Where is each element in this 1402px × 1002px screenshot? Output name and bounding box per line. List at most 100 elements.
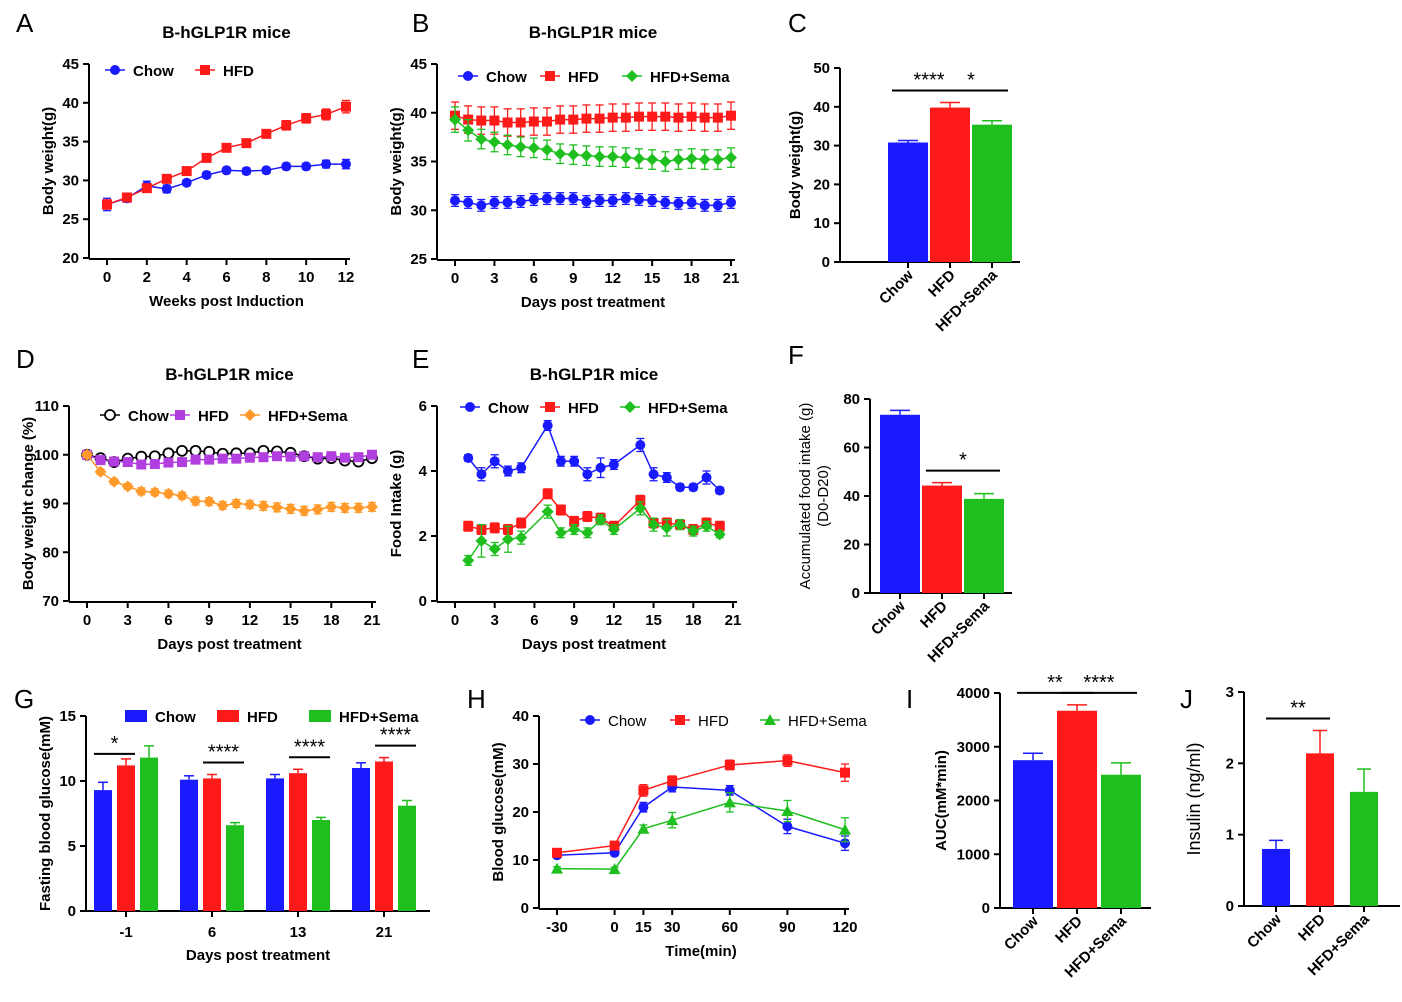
legend-label: HFD bbox=[698, 713, 729, 730]
data-point bbox=[272, 451, 282, 462]
data-point bbox=[502, 466, 513, 476]
data-point bbox=[638, 785, 649, 796]
panel-letter-b: B bbox=[412, 8, 429, 38]
bar-hfd-sema bbox=[398, 805, 416, 911]
legend-marker bbox=[465, 402, 475, 412]
data-point bbox=[176, 489, 188, 502]
data-point bbox=[203, 495, 216, 508]
data-point bbox=[231, 453, 242, 464]
y-tick-label: 30 bbox=[512, 756, 529, 773]
series-line bbox=[454, 118, 732, 163]
significance-label: **** bbox=[208, 742, 239, 764]
legend-item: Chow bbox=[580, 713, 647, 730]
data-point bbox=[102, 199, 112, 210]
data-point bbox=[674, 518, 687, 531]
x-tick-label: 12 bbox=[338, 269, 355, 286]
data-point bbox=[189, 495, 202, 508]
x-tick-label: 3 bbox=[490, 270, 498, 287]
y-tick-label: 20 bbox=[512, 804, 529, 821]
data-point bbox=[488, 136, 501, 148]
data-point bbox=[660, 197, 671, 208]
data-point bbox=[609, 840, 620, 851]
y-tick-label: 0 bbox=[1226, 898, 1234, 915]
data-point bbox=[582, 469, 593, 480]
data-point bbox=[714, 485, 725, 496]
data-point bbox=[244, 452, 255, 463]
y-tick-label: 40 bbox=[843, 488, 860, 505]
data-point bbox=[230, 497, 243, 510]
series-hfd-sema bbox=[449, 106, 737, 172]
legend-marker bbox=[626, 70, 638, 82]
data-point bbox=[181, 177, 192, 188]
data-point bbox=[554, 147, 567, 160]
y-tick-label: 30 bbox=[410, 202, 427, 219]
x-tick-label: 3 bbox=[491, 612, 499, 629]
bar-chow bbox=[94, 790, 112, 911]
data-point bbox=[713, 528, 726, 541]
data-point bbox=[606, 150, 619, 163]
data-point bbox=[514, 140, 527, 153]
data-point bbox=[555, 505, 566, 515]
data-point bbox=[515, 531, 528, 544]
data-point bbox=[141, 183, 152, 194]
data-point bbox=[271, 501, 283, 514]
data-point bbox=[221, 142, 232, 153]
x-tick-label: 15 bbox=[635, 919, 652, 936]
legend-marker bbox=[104, 409, 116, 421]
legend-item: HFD bbox=[195, 63, 254, 80]
data-point bbox=[581, 113, 592, 124]
x-tick-label: -1 bbox=[119, 924, 132, 941]
panel-letter-j: J bbox=[1180, 684, 1193, 714]
y-axis-label: Body weight change (%) bbox=[20, 417, 37, 590]
panel-letter-h: H bbox=[467, 684, 486, 714]
data-point bbox=[311, 503, 324, 516]
data-point bbox=[638, 802, 649, 813]
data-point bbox=[569, 456, 580, 467]
data-point bbox=[568, 114, 579, 125]
bar-hfd bbox=[289, 773, 307, 911]
data-point bbox=[554, 526, 567, 539]
data-point bbox=[582, 511, 593, 522]
data-point bbox=[476, 200, 487, 211]
x-tick-label: 15 bbox=[282, 612, 299, 629]
bar-chow bbox=[880, 414, 920, 593]
y-axis-label: Blood glucose(mM) bbox=[490, 742, 507, 881]
x-tick-label: 6 bbox=[164, 612, 172, 629]
legend-label: HFD bbox=[198, 408, 229, 425]
panel-letter-e: E bbox=[412, 344, 429, 374]
data-point bbox=[163, 457, 174, 468]
data-point bbox=[661, 472, 672, 483]
data-point bbox=[782, 821, 793, 832]
data-point bbox=[666, 814, 679, 826]
data-point bbox=[659, 155, 672, 168]
data-point bbox=[243, 498, 256, 511]
legend-marker bbox=[200, 65, 210, 75]
data-point bbox=[189, 444, 202, 457]
data-point bbox=[607, 195, 618, 206]
series-line bbox=[556, 759, 846, 854]
data-point bbox=[489, 522, 500, 533]
legend-item: Chow bbox=[458, 69, 527, 86]
panel-letter-d: D bbox=[16, 344, 35, 374]
significance-label: * bbox=[967, 70, 975, 92]
data-point bbox=[528, 116, 539, 127]
bar-hfd-sema bbox=[972, 124, 1012, 262]
x-tick-label: 13 bbox=[290, 924, 307, 941]
data-point bbox=[488, 543, 501, 555]
data-point bbox=[593, 150, 606, 163]
y-tick-label: 30 bbox=[62, 172, 79, 189]
data-point bbox=[782, 755, 793, 766]
x-tick-label: 10 bbox=[298, 269, 315, 286]
x-tick-label: 90 bbox=[779, 919, 796, 936]
y-tick-label: 15 bbox=[59, 708, 76, 725]
x-axis-label: Days post treatment bbox=[157, 636, 301, 653]
chart-g: 0 5 10 15 Fasting blood glucose(mM) Days post… bbox=[37, 708, 430, 964]
legend-label: HFD+Sema bbox=[650, 69, 730, 86]
x-tick-label: 9 bbox=[205, 612, 213, 629]
data-point bbox=[261, 165, 272, 176]
series-line bbox=[467, 423, 721, 492]
data-point bbox=[712, 200, 723, 211]
data-point bbox=[619, 151, 632, 164]
